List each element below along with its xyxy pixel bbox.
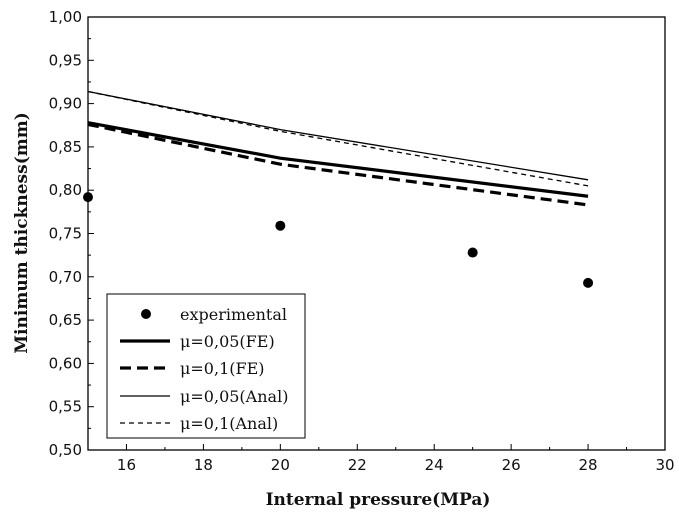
legend-marker	[141, 309, 151, 319]
legend-box	[106, 293, 306, 439]
y-tick-label: 0,90	[49, 95, 82, 113]
legend: experimental μ=0,05(FE) μ=0,1(FE) μ=0,05(An…	[106, 293, 306, 439]
y-tick-label: 0,50	[49, 441, 82, 459]
legend-label: μ=0,05(FE)	[180, 332, 275, 351]
markers	[83, 192, 594, 288]
data-point	[275, 220, 286, 231]
series-lines	[87, 90, 589, 207]
data-point	[583, 277, 594, 288]
x-tick-label: 28	[579, 456, 598, 474]
x-tick-label: 22	[348, 456, 367, 474]
series-line	[87, 122, 589, 207]
series-line	[87, 121, 589, 198]
legend-label: μ=0,1(FE)	[180, 359, 265, 378]
x-tick-label: 18	[194, 456, 213, 474]
x-tick-label: 24	[425, 456, 444, 474]
legend-label: μ=0,05(Anal)	[180, 387, 288, 406]
legend-label: μ=0,1(Anal)	[180, 414, 278, 433]
x-tick-label: 30	[655, 456, 674, 474]
x-tick-label: 26	[502, 456, 521, 474]
series-line	[87, 90, 589, 187]
y-tick-label: 0,95	[49, 51, 82, 69]
data-point	[467, 247, 478, 258]
y-tick-label: 0,70	[49, 268, 82, 286]
y-tick-label: 0,75	[49, 225, 82, 243]
y-tick-label: 0,55	[49, 398, 82, 416]
y-tick-label: 0,85	[49, 138, 82, 156]
y-tick-label: 0,60	[49, 354, 82, 372]
ticks: 16 18 20 22 24 26 28 30 0,50 0,55 0,60 0,65 0,70 0,75…	[49, 8, 675, 474]
x-axis-title: Internal pressure(MPa)	[266, 490, 491, 510]
y-tick-label: 0,65	[49, 311, 82, 329]
y-axis-title: Minimum thickness(mm)	[12, 112, 32, 354]
y-tick-label: 0,80	[49, 181, 82, 199]
data-point	[83, 192, 93, 203]
legend-label: experimental	[180, 305, 287, 324]
x-tick-label: 20	[271, 456, 290, 474]
y-tick-label: 1,00	[49, 8, 82, 26]
x-tick-label: 16	[117, 456, 136, 474]
